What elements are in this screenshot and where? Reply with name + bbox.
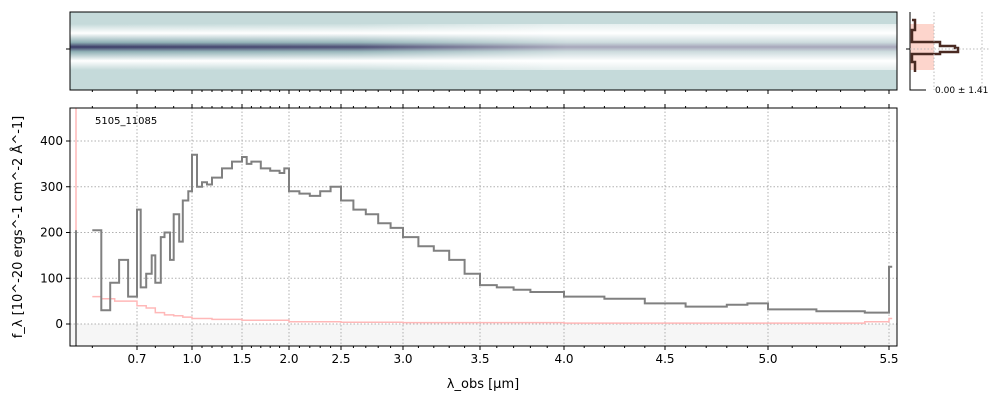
- x-tick-label: 1.0: [182, 352, 201, 366]
- object-id-annotation: 5105_11085: [95, 116, 157, 127]
- x-tick-label: 5.5: [879, 352, 898, 366]
- x-tick-label: 5.0: [758, 352, 777, 366]
- x-tick-label: 1.5: [232, 352, 251, 366]
- profile-label: 0.00 ± 1.41: [935, 86, 988, 96]
- x-tick-label: 0.7: [127, 352, 146, 366]
- x-tick-label: 2.5: [331, 352, 350, 366]
- profile-axes: [909, 12, 926, 91]
- x-tick-label: 4.0: [554, 352, 573, 366]
- y-tick-label: 0: [55, 317, 63, 331]
- x-tick-label: 4.5: [655, 352, 674, 366]
- spectrum-2d-fade: [70, 24, 897, 70]
- y-tick-label: 100: [40, 271, 63, 285]
- y-axis-label: f_λ [10^-20 ergs^-1 cm^-2 Å^-1]: [10, 116, 26, 339]
- y-tick-label: 400: [40, 134, 63, 148]
- series-flux: [92, 153, 893, 314]
- spectrum-2d-frame: [69, 11, 898, 91]
- x-tick-label: 2.0: [279, 352, 298, 366]
- x-tick-label: 3.5: [470, 352, 489, 366]
- x-axis-label: λ_obs [μm]: [447, 377, 519, 392]
- y-tick-label: 200: [40, 226, 63, 240]
- x-tick-label: 3.0: [393, 352, 412, 366]
- y-tick-label: 300: [40, 180, 63, 194]
- profile-line: [910, 18, 960, 72]
- series-error: [92, 295, 893, 324]
- plot-frame: [69, 107, 898, 347]
- zero-band: [70, 324, 897, 346]
